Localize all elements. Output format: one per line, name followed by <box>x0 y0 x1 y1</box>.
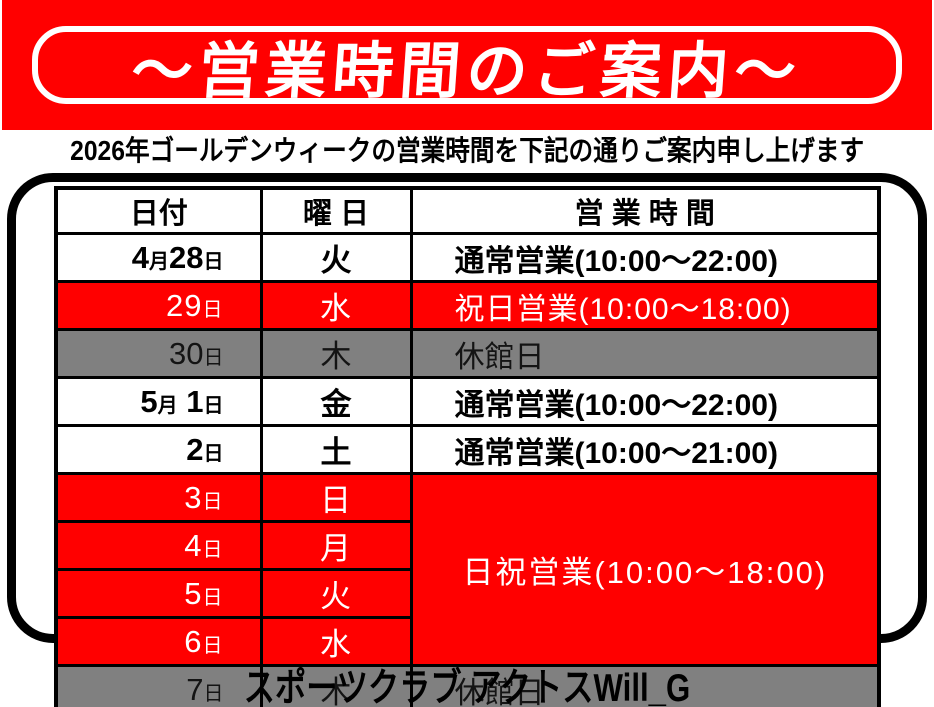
hours-cell: 休館日 <box>409 664 881 707</box>
date-unit: 日 <box>202 634 224 657</box>
date-number: 5 <box>184 575 203 611</box>
day-cell: 月 <box>259 520 413 571</box>
date-unit: 日 <box>202 538 224 561</box>
hours-cell: 通常営業(10:00～21:00) <box>409 424 881 475</box>
day-cell: 火 <box>259 232 413 283</box>
date-number: 2 <box>186 431 204 467</box>
schedule-table-body: 4月28日火通常営業(10:00～22:00) 29日水祝日営業(10:00～18… <box>54 232 881 707</box>
day-cell: 水 <box>259 616 413 667</box>
day-cell: 日 <box>259 472 413 523</box>
day-cell: 土 <box>259 424 413 475</box>
table-row: 4日月 <box>54 520 879 571</box>
date-unit: 日 <box>202 490 224 513</box>
title-banner: ～営業時間のご案内～ <box>2 0 932 130</box>
date-unit: 日 <box>202 298 224 321</box>
day-cell: 木 <box>259 664 413 707</box>
table-row: 6日水 <box>54 616 879 667</box>
date-unit: 日 <box>202 586 224 609</box>
column-header-date: 日付 <box>54 186 263 235</box>
day-cell: 木 <box>259 328 413 379</box>
column-header-day: 曜 日 <box>259 186 413 235</box>
table-row: 3日日日祝営業(10:00～18:00) <box>54 472 881 667</box>
page-title: ～営業時間のご案内～ <box>129 36 804 105</box>
date-number: 3 <box>184 479 203 515</box>
table-row: 29日水祝日営業(10:00～18:00) <box>54 280 881 331</box>
date-unit: 日 <box>203 250 224 273</box>
brand-name: スポーツクラブ アクトスWill_G <box>243 667 691 707</box>
date-unit: 月 <box>157 394 178 417</box>
date-unit: 月 <box>149 250 170 273</box>
subtitle: 2026年ゴールデンウィークの営業時間を下記の通りご案内申し上げます <box>0 130 934 168</box>
date-cell: 4月28日 <box>54 232 263 283</box>
date-number: 6 <box>184 623 203 659</box>
hours-cell: 通常営業(10:00～22:00) <box>409 232 881 283</box>
date-cell: 30日 <box>54 328 263 379</box>
schedule-table: 日付 曜 日 営 業 時 間 4月28日火通常営業(10:00～22:00) 29… <box>54 186 881 707</box>
date-cell: 2日 <box>54 424 263 475</box>
date-number: 29 <box>166 287 203 323</box>
date-cell: 29日 <box>54 280 263 331</box>
date-number: 1 <box>177 383 204 419</box>
date-unit: 日 <box>203 682 224 705</box>
table-row: 2日土通常営業(10:00～21:00) <box>54 424 881 475</box>
hours-cell: 祝日営業(10:00～18:00) <box>409 280 881 331</box>
hours-cell: 日祝営業(10:00～18:00) <box>409 472 881 667</box>
date-cell: 5日 <box>54 568 263 619</box>
table-row: 5日火 <box>54 568 879 619</box>
table-row: 7日木休館日 <box>54 664 881 707</box>
date-cell: 4日 <box>54 520 263 571</box>
date-cell: 6日 <box>54 616 263 667</box>
date-number: 7 <box>186 671 204 707</box>
hours-cell: 休館日 <box>409 328 881 379</box>
date-cell: 3日 <box>54 472 263 523</box>
date-number: 4 <box>131 239 150 275</box>
schedule-table-header: 日付 曜 日 営 業 時 間 <box>54 186 881 235</box>
day-cell: 金 <box>259 376 413 427</box>
date-cell: 7日 <box>54 664 263 707</box>
table-row: 30日木休館日 <box>54 328 881 379</box>
day-cell: 火 <box>259 568 413 619</box>
column-header-hours: 営 業 時 間 <box>409 186 881 235</box>
schedule-board: 日付 曜 日 営 業 時 間 4月28日火通常営業(10:00～22:00) 29… <box>7 173 927 707</box>
brand-footer: スポーツクラブ アクトスWill_G <box>0 657 934 707</box>
subtitle-text: 2026年ゴールデンウィークの営業時間を下記の通りご案内申し上げます <box>69 135 865 166</box>
date-unit: 日 <box>203 442 224 465</box>
date-number: 30 <box>169 335 204 371</box>
date-cell: 5月 1日 <box>54 376 263 427</box>
hours-cell: 通常営業(10:00～22:00) <box>409 376 881 427</box>
table-row: 4月28日火通常営業(10:00～22:00) <box>54 232 881 283</box>
date-number: 4 <box>184 527 203 563</box>
header-row: 日付 曜 日 営 業 時 間 <box>54 186 881 235</box>
date-unit: 日 <box>203 346 224 369</box>
day-cell: 水 <box>259 280 413 331</box>
table-row: 5月 1日金通常営業(10:00～22:00) <box>54 376 881 427</box>
date-number: 28 <box>169 239 204 275</box>
date-unit: 日 <box>203 394 224 417</box>
date-number: 5 <box>140 383 158 419</box>
